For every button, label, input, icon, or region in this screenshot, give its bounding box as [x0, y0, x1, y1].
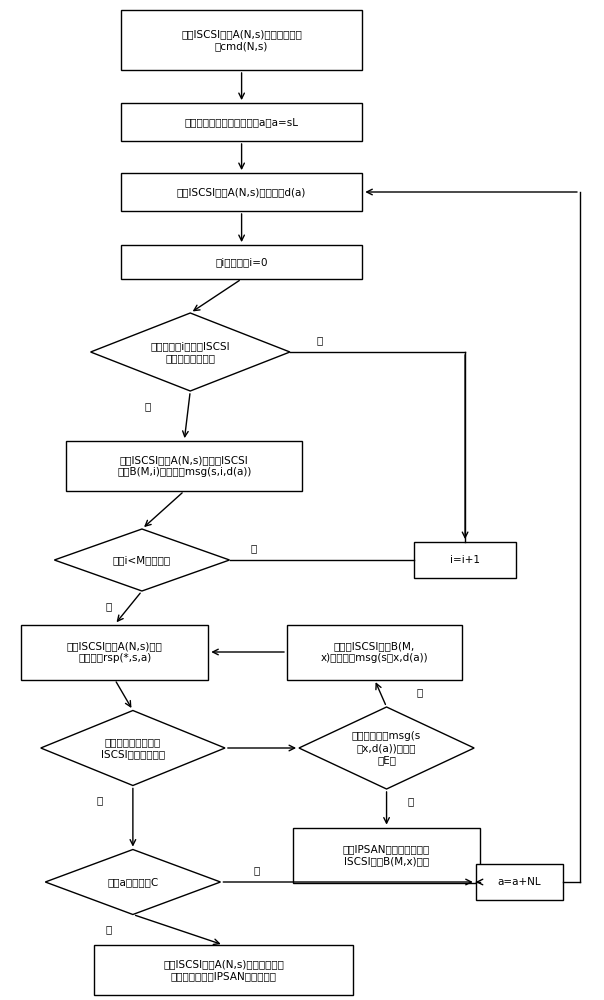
Text: 主动ISCSI硬盘A(N,s)向被动ISCSI
硬盘B(M,i)发送信息msg(s,i,d(a)): 主动ISCSI硬盘A(N,s)向被动ISCSI 硬盘B(M,i)发送信息msg(… — [117, 455, 251, 477]
Polygon shape — [299, 707, 474, 789]
Polygon shape — [91, 313, 290, 391]
Bar — [94, 945, 353, 995]
Text: 否: 否 — [106, 601, 112, 611]
Polygon shape — [45, 850, 220, 914]
Text: 是: 是 — [251, 543, 257, 553]
Text: i=i+1: i=i+1 — [450, 555, 480, 565]
Text: 确定复制的最初的起始地址a，a=sL: 确定复制的最初的起始地址a，a=sL — [185, 117, 298, 127]
Text: 主动ISCSI硬盘A(N,s)结束复制，并
将复制情况告知IPSAN控制服务器: 主动ISCSI硬盘A(N,s)结束复制，并 将复制情况告知IPSAN控制服务器 — [163, 959, 284, 981]
Text: 判断编号为i的被动ISCSI
硬盘是否发生故障: 判断编号为i的被动ISCSI 硬盘是否发生故障 — [150, 341, 230, 363]
Text: 判断发送信息msg(s
，x,d(a))是否达
到E次: 判断发送信息msg(s ，x,d(a))是否达 到E次 — [352, 731, 421, 765]
Text: 对i初始化，i=0: 对i初始化，i=0 — [216, 257, 268, 267]
Text: 主动ISCSI硬盘A(N,s)准备数据d(a): 主动ISCSI硬盘A(N,s)准备数据d(a) — [177, 187, 306, 197]
Text: 否: 否 — [145, 401, 151, 411]
Text: 判断a是否小于C: 判断a是否小于C — [108, 877, 158, 887]
Polygon shape — [41, 710, 225, 786]
Text: 主动ISCSI硬盘A(N,s)等待
状态信息rsp(*,s,a): 主动ISCSI硬盘A(N,s)等待 状态信息rsp(*,s,a) — [67, 641, 162, 663]
Bar — [414, 542, 516, 578]
Bar — [66, 441, 302, 491]
Bar — [121, 103, 362, 141]
Text: a=a+NL: a=a+NL — [498, 877, 541, 887]
Text: 判断是否在每个被动
ISCSI硬盘写入成功: 判断是否在每个被动 ISCSI硬盘写入成功 — [101, 737, 165, 759]
Text: 是: 是 — [317, 335, 323, 345]
Text: 否: 否 — [417, 687, 423, 697]
Bar — [121, 173, 362, 211]
Text: 是: 是 — [254, 865, 260, 875]
Text: 是: 是 — [97, 796, 103, 806]
Text: 是: 是 — [408, 796, 414, 806]
Text: 告知IPSAN控制服务器被动
ISCSI硬盘B(M,x)故障: 告知IPSAN控制服务器被动 ISCSI硬盘B(M,x)故障 — [343, 844, 430, 866]
Bar — [476, 864, 563, 900]
Bar — [287, 624, 462, 680]
Polygon shape — [54, 529, 230, 591]
Bar — [121, 10, 362, 70]
Bar — [121, 245, 362, 279]
Text: 主动ISCSI硬盘A(N,s)接收到复制命
令cmd(N,s): 主动ISCSI硬盘A(N,s)接收到复制命 令cmd(N,s) — [181, 29, 302, 51]
Text: 判断i<M是否成立: 判断i<M是否成立 — [113, 555, 171, 565]
Text: 向被动ISCSI硬盘B(M,
x)发送信息msg(s，x,d(a)): 向被动ISCSI硬盘B(M, x)发送信息msg(s，x,d(a)) — [321, 641, 428, 663]
Bar — [21, 624, 208, 680]
Text: 否: 否 — [106, 924, 112, 934]
Bar — [293, 828, 480, 882]
